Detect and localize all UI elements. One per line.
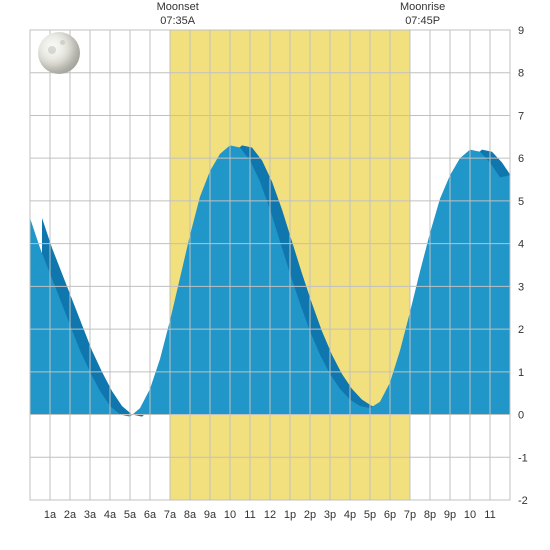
svg-text:6: 6: [518, 153, 524, 165]
full-moon-icon: [38, 32, 80, 74]
svg-text:5: 5: [518, 196, 524, 208]
svg-text:5a: 5a: [124, 509, 137, 521]
svg-text:8p: 8p: [424, 509, 436, 521]
svg-text:12: 12: [264, 509, 276, 521]
svg-text:4p: 4p: [344, 509, 356, 521]
svg-text:1p: 1p: [284, 509, 296, 521]
svg-text:1: 1: [518, 367, 524, 379]
svg-text:7a: 7a: [164, 509, 177, 521]
svg-text:-2: -2: [518, 495, 528, 507]
moonset-title: Moonset: [157, 0, 199, 14]
svg-text:4a: 4a: [104, 509, 117, 521]
svg-text:10: 10: [224, 509, 236, 521]
svg-text:10: 10: [464, 509, 476, 521]
svg-text:8: 8: [518, 68, 524, 80]
svg-text:3p: 3p: [324, 509, 336, 521]
moonrise-annotation: Moonrise 07:45P: [400, 0, 445, 29]
svg-text:11: 11: [244, 509, 255, 521]
svg-text:-1: -1: [518, 452, 528, 464]
svg-text:9: 9: [518, 25, 524, 37]
svg-text:0: 0: [518, 410, 524, 422]
svg-text:3a: 3a: [84, 509, 97, 521]
svg-text:7p: 7p: [404, 509, 416, 521]
svg-text:11: 11: [484, 509, 495, 521]
chart-canvas: -2-101234567891a2a3a4a5a6a7a8a9a1011121p…: [0, 0, 550, 550]
svg-text:9a: 9a: [204, 509, 217, 521]
moonset-time: 07:35A: [157, 14, 199, 28]
svg-text:4: 4: [518, 239, 524, 251]
tide-chart: -2-101234567891a2a3a4a5a6a7a8a9a1011121p…: [0, 0, 550, 550]
svg-text:5p: 5p: [364, 509, 376, 521]
svg-text:2p: 2p: [304, 509, 316, 521]
moonset-annotation: Moonset 07:35A: [157, 0, 199, 29]
moonrise-time: 07:45P: [400, 14, 445, 28]
svg-text:3: 3: [518, 281, 524, 293]
svg-text:2a: 2a: [64, 509, 77, 521]
svg-text:6p: 6p: [384, 509, 396, 521]
svg-text:6a: 6a: [144, 509, 157, 521]
moonrise-title: Moonrise: [400, 0, 445, 14]
svg-text:8a: 8a: [184, 509, 197, 521]
svg-text:7: 7: [518, 110, 524, 122]
svg-text:1a: 1a: [44, 509, 57, 521]
svg-text:2: 2: [518, 324, 524, 336]
svg-text:9p: 9p: [444, 509, 456, 521]
